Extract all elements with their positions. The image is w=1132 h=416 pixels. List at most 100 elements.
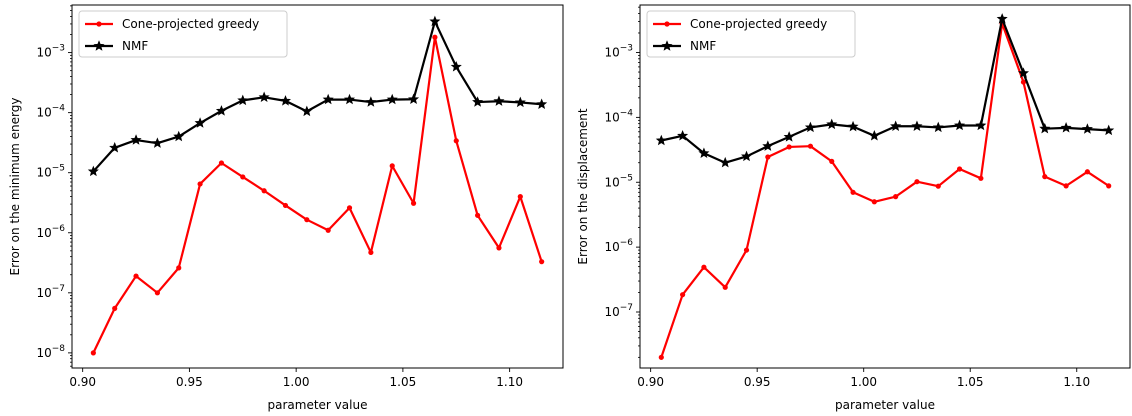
y-tick-label-exponent: −6: [620, 238, 634, 248]
data-point: [655, 134, 667, 146]
data-point: [176, 265, 182, 271]
data-point: [1084, 169, 1090, 175]
legend-marker: [96, 21, 102, 27]
chart-panel-2: 10−710−610−510−410−30.90 0.95 1.00 1.05 1.10…: [576, 4, 1131, 412]
data-point: [322, 93, 334, 105]
data-point: [680, 292, 686, 298]
x-tick-label: 1.10: [1063, 375, 1090, 389]
x-tick-label: 1.05: [957, 375, 984, 389]
data-point: [496, 245, 502, 251]
data-point: [847, 120, 859, 132]
data-point: [429, 15, 441, 27]
y-tick-label-base: 10: [36, 346, 51, 360]
y-tick-label-base: 10: [36, 166, 51, 180]
y-tick-label: 10−6: [604, 238, 633, 254]
legend-label: NMF: [690, 39, 716, 53]
data-point: [932, 121, 944, 133]
legend-item: NMF: [85, 39, 148, 53]
plot-frame: [639, 4, 1131, 369]
data-point: [304, 217, 310, 223]
x-tick-label: 0.90: [637, 375, 664, 389]
data-point: [493, 95, 505, 106]
data-point: [1017, 67, 1029, 78]
data-point: [133, 273, 139, 279]
data-point: [410, 200, 417, 206]
x-tick-label: 0.90: [69, 375, 96, 389]
data-point: [87, 165, 99, 177]
y-axis-label: Error on the minimum energy: [8, 98, 22, 276]
y-tick-label: 10−6: [36, 224, 65, 240]
data-point: [218, 160, 225, 166]
y-tick-label: 10−3: [604, 44, 633, 60]
y-tick-label-exponent: −7: [620, 303, 633, 313]
data-point: [701, 264, 707, 270]
data-point: [783, 131, 795, 142]
data-point: [996, 13, 1008, 24]
data-point: [453, 138, 459, 144]
data-point: [386, 93, 398, 105]
series-2: [655, 13, 1115, 168]
data-point: [1103, 124, 1115, 136]
data-point: [1042, 174, 1048, 180]
y-tick-label: 10−5: [36, 164, 65, 180]
y-tick-label: 10−5: [604, 173, 633, 189]
data-point: [173, 130, 185, 142]
chart-panel-1: 10−810−710−610−510−410−30.90 0.95 1.00 1.05…: [8, 4, 564, 412]
data-point: [514, 96, 526, 108]
x-tick-label: 0.95: [176, 375, 203, 389]
y-tick-label-exponent: −4: [620, 108, 634, 118]
legend-label: NMF: [122, 39, 148, 53]
series-line: [92, 36, 543, 354]
x-tick-label: 1.05: [390, 375, 417, 389]
y-tick-label-exponent: −7: [52, 284, 65, 294]
data-point: [978, 175, 984, 181]
data-point: [450, 60, 462, 72]
y-tick-label-base: 10: [604, 46, 619, 60]
series-line: [92, 20, 542, 173]
legend-box: [646, 10, 856, 58]
legend-marker: [664, 21, 670, 27]
legend-item: Cone-projected greedy: [85, 17, 259, 31]
data-point: [472, 96, 484, 107]
plot-frame: [71, 4, 564, 369]
legend-marker: [661, 40, 673, 51]
y-tick-label-exponent: −5: [52, 164, 65, 174]
data-point: [722, 284, 728, 290]
data-point: [365, 96, 377, 107]
data-point: [871, 199, 877, 205]
data-point: [826, 118, 838, 130]
x-axis-label: parameter value: [835, 398, 935, 412]
data-point: [765, 154, 771, 160]
data-point: [408, 93, 420, 104]
y-tick-label-exponent: −3: [52, 44, 65, 54]
y-tick-label: 10−3: [36, 44, 65, 60]
series-2: [87, 15, 548, 177]
data-point: [346, 205, 353, 211]
series-line: [661, 17, 1109, 164]
data-point: [344, 93, 356, 105]
series-1: [90, 34, 545, 356]
data-point: [279, 95, 291, 106]
data-point: [1063, 183, 1069, 189]
data-point: [1020, 79, 1027, 85]
legend-box: [78, 10, 288, 58]
data-point: [893, 194, 899, 200]
y-tick-label-base: 10: [604, 305, 619, 319]
legend-label: Cone-projected greedy: [690, 17, 827, 31]
data-point: [1039, 122, 1051, 134]
data-point: [258, 91, 270, 103]
data-point: [804, 121, 816, 133]
y-tick-label-base: 10: [36, 106, 51, 120]
data-point: [807, 143, 814, 149]
data-point: [130, 134, 142, 145]
data-point: [240, 174, 246, 180]
y-tick-label-exponent: −3: [620, 44, 633, 54]
data-point: [536, 98, 548, 109]
data-point: [677, 130, 689, 141]
data-point: [658, 354, 664, 360]
legend: Cone-projected greedy NMF: [78, 10, 288, 58]
data-point: [109, 141, 121, 153]
data-point: [301, 105, 313, 117]
legend-label: Cone-projected greedy: [122, 17, 259, 31]
